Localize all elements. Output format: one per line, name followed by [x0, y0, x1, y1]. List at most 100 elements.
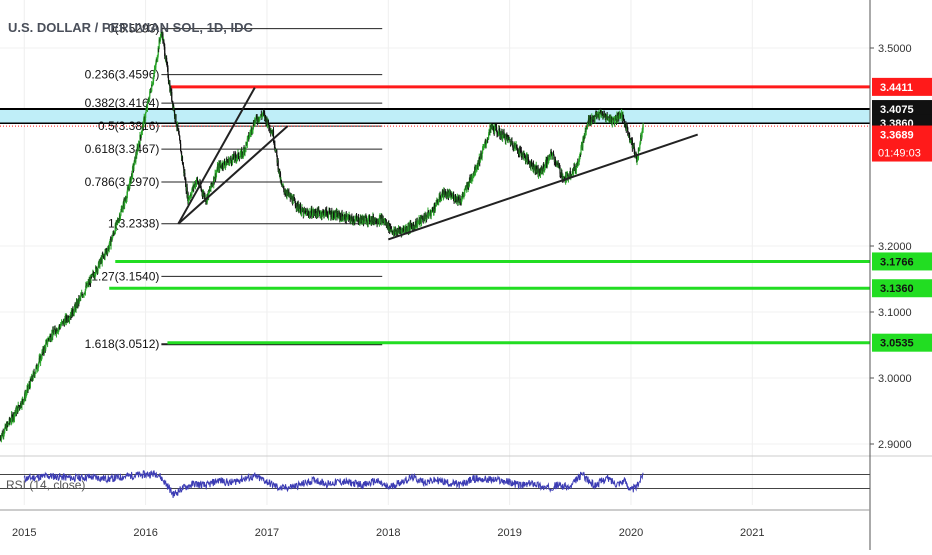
candle-up [475, 168, 477, 172]
candle-down [180, 143, 182, 152]
fib-level-label: 0(3.5293) [108, 22, 159, 36]
candle-down [487, 139, 489, 141]
candle-up [74, 305, 76, 309]
candle-up [354, 219, 356, 222]
candle-down [277, 160, 279, 170]
candle-up [4, 428, 6, 434]
candle-down [386, 222, 388, 228]
y-tick-label: 3.1000 [878, 307, 912, 319]
candle-up [550, 152, 552, 157]
candle-down [266, 118, 268, 126]
x-tick-label: 2020 [619, 527, 643, 539]
candle-down [633, 146, 635, 151]
candle-down [439, 194, 441, 200]
candle-up [231, 157, 234, 164]
candle-down [283, 186, 285, 190]
trendline-2[interactable] [177, 125, 289, 225]
badge-zone-top-label: 3.4075 [880, 104, 914, 116]
candle-up [159, 34, 162, 40]
candle-down [353, 219, 355, 223]
candle-down [167, 77, 170, 82]
candle-up [83, 292, 85, 296]
badge-support-2-label: 3.1360 [880, 283, 914, 295]
y-tick-label: 3.2000 [878, 241, 912, 253]
candle-down [538, 169, 541, 174]
candle-down [171, 100, 173, 102]
candle-down [178, 134, 180, 136]
candle-down [369, 215, 371, 222]
x-tick-label: 2018 [376, 527, 400, 539]
candle-down [72, 308, 74, 315]
candle-up [208, 190, 210, 198]
candle-up [380, 216, 382, 224]
candle-down [423, 216, 425, 221]
badge-zone-top [872, 100, 932, 119]
candle-up [145, 112, 147, 118]
candle-up [317, 209, 319, 217]
candle-up [16, 408, 18, 414]
candle-down [180, 151, 183, 158]
candle-up [621, 112, 623, 116]
y-tick-label: 3.0000 [878, 373, 912, 385]
fibonacci-extension[interactable]: 0(3.5293)0.236(3.4596)0.382(3.4164)0.5(3… [85, 22, 383, 352]
candle-down [280, 180, 283, 185]
candle-down [185, 179, 187, 187]
candle-down [269, 125, 271, 131]
candle-up [143, 118, 145, 128]
candle-down [627, 127, 629, 132]
symbol-title[interactable]: U.S. DOLLAR / PERUVIAN SOL, 1D, IDC [8, 20, 253, 35]
candle-up [222, 161, 225, 168]
x-tick-label: 2019 [497, 527, 521, 539]
candle-up [306, 211, 308, 216]
candle-up [90, 275, 92, 284]
candle-up [43, 346, 45, 353]
candle-up [435, 200, 437, 207]
candle-up [124, 198, 126, 206]
candle-up [488, 134, 490, 139]
candle-down [274, 144, 276, 149]
trendline-1[interactable] [177, 87, 256, 225]
candle-down [33, 372, 35, 375]
candle-up [580, 146, 582, 155]
candle-down [504, 133, 506, 140]
candle-down [552, 152, 555, 156]
candle-down [532, 163, 535, 170]
fib-level-label: 0.786(3.2970) [85, 175, 160, 189]
candle-up [48, 336, 51, 340]
x-tick-label: 2016 [133, 527, 157, 539]
candle-up [642, 124, 644, 130]
candle-up [505, 135, 507, 142]
candle-down [54, 328, 56, 330]
candle-down [183, 166, 185, 174]
candle-down [524, 154, 526, 156]
horizontal-levels[interactable] [0, 85, 870, 345]
candle-up [97, 267, 99, 272]
grid [0, 0, 870, 505]
candle-up [292, 198, 294, 204]
candle-up [466, 185, 468, 190]
trendline-3[interactable] [387, 133, 699, 241]
candle-up [119, 215, 122, 219]
candle-up [585, 128, 587, 133]
candle-up [226, 161, 228, 165]
candle-up [378, 217, 381, 224]
candle-up [611, 118, 613, 125]
candle-up [45, 343, 47, 350]
rsi-line [23, 470, 644, 499]
candle-up [586, 122, 589, 128]
candle-down [622, 115, 625, 120]
rsi-title: RSI (14, close) [6, 478, 85, 492]
candle-down [369, 221, 371, 223]
candle-down [623, 120, 626, 124]
trendlines[interactable] [177, 87, 699, 241]
candle-up [417, 222, 419, 227]
candle-up [335, 212, 337, 216]
candle-down [627, 131, 629, 136]
badge-support-2 [872, 279, 932, 298]
candle-up [327, 213, 330, 217]
y-tick-label: 3.5000 [878, 43, 912, 55]
candle-up [575, 166, 577, 171]
candle-up [424, 214, 426, 221]
